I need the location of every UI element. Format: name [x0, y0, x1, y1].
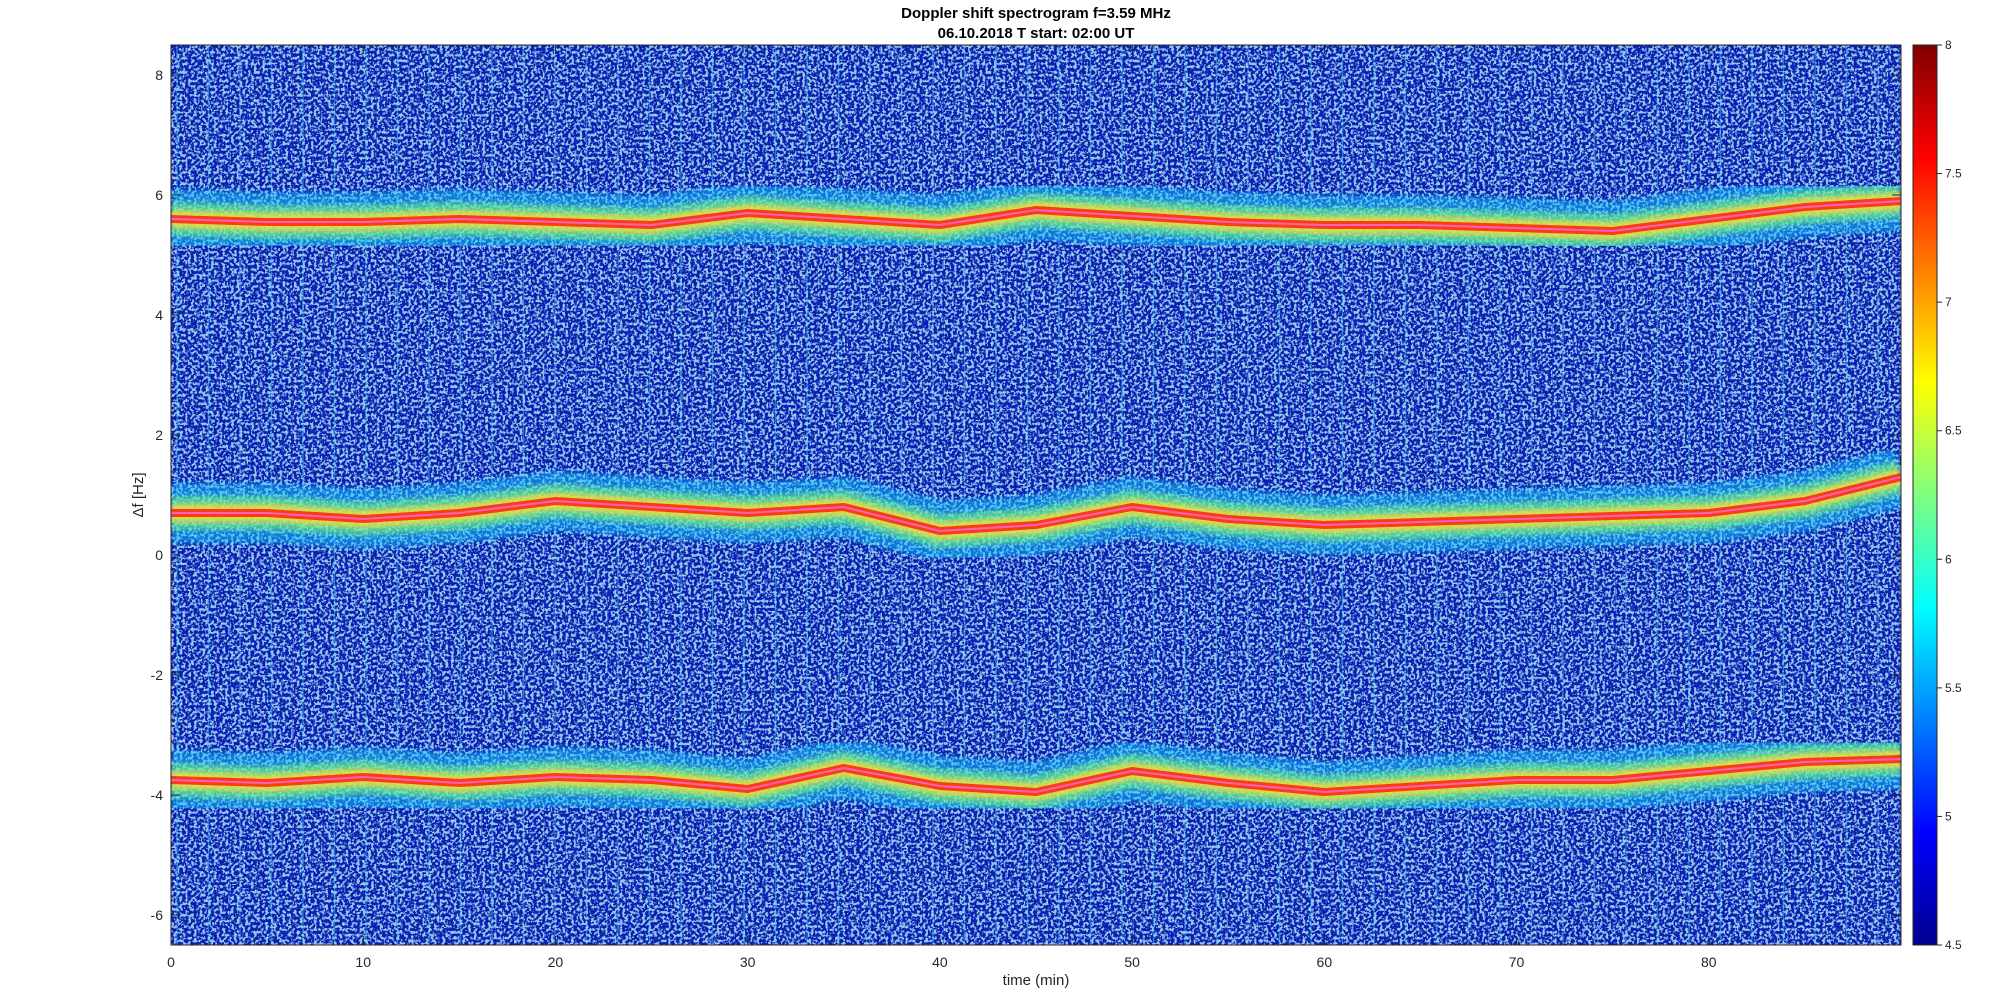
doppler-trace-2-layer-5	[171, 476, 1901, 532]
y-tick-label: 0	[155, 547, 163, 563]
plot-area	[171, 45, 1901, 945]
doppler-trace-1-layer-5	[171, 200, 1901, 232]
y-tick-label: 2	[155, 427, 163, 443]
y-tick-label: 6	[155, 187, 163, 203]
y-axis-label: Δf [Hz]	[130, 472, 147, 517]
x-tick-label: 40	[932, 954, 948, 970]
y-tick-label: 4	[155, 307, 163, 323]
colorbar-tick-label: 5.5	[1945, 681, 1962, 695]
y-tick-label: 8	[155, 67, 163, 83]
colorbar-tick-label: 5	[1945, 809, 1952, 823]
colorbar-gradient	[1912, 44, 1938, 946]
colorbar-tick-label: 7.5	[1945, 167, 1962, 181]
y-tick-label: -2	[151, 667, 164, 683]
x-tick-label: 30	[740, 954, 756, 970]
x-tick-label: 60	[1317, 954, 1333, 970]
x-tick-label: 20	[548, 954, 564, 970]
chart-title: Doppler shift spectrogram f=3.59 MHz	[901, 5, 1171, 22]
chart-subtitle: 06.10.2018 T start: 02:00 UT	[938, 25, 1135, 42]
colorbar-tick-label: 7	[1945, 295, 1952, 309]
colorbar: 8 7.5 7 6.5 6 5.5 5 4.5	[1912, 38, 1962, 952]
x-tick-label: 80	[1701, 954, 1717, 970]
colorbar-tick-label: 4.5	[1945, 938, 1962, 952]
y-tick-label: -4	[151, 787, 164, 803]
x-tick-label: 50	[1124, 954, 1140, 970]
colorbar-tick-label: 8	[1945, 38, 1952, 52]
y-axis: 8 6 4 2 0 -2 -4 -6	[151, 67, 1901, 923]
colorbar-tick-label: 6	[1945, 552, 1952, 566]
x-axis-label: time (min)	[1003, 972, 1070, 989]
x-tick-label: 10	[355, 954, 371, 970]
x-tick-label: 0	[167, 954, 175, 970]
y-tick-label: -6	[151, 907, 164, 923]
colorbar-tick-label: 6.5	[1945, 424, 1962, 438]
doppler-trace-3-layer-5	[171, 758, 1901, 793]
x-axis: 0 10 20 30 40 50 60 70 80	[167, 45, 1717, 970]
doppler-traces	[171, 171, 1901, 822]
x-tick-label: 70	[1509, 954, 1525, 970]
colorbar-ticks: 8 7.5 7 6.5 6 5.5 5 4.5	[1937, 38, 1962, 952]
plot-frame	[170, 44, 1902, 946]
